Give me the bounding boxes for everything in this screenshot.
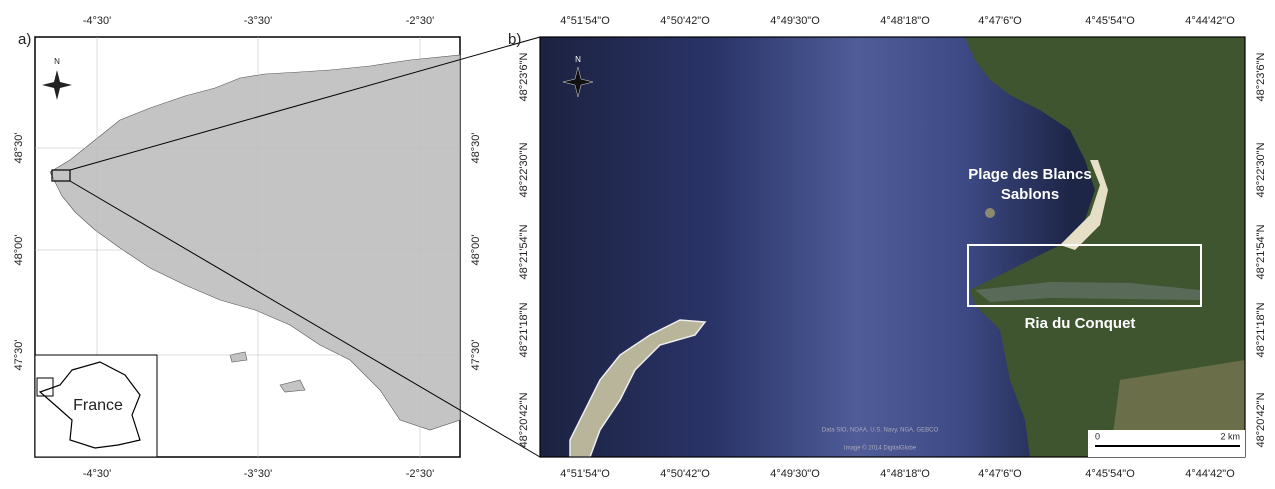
islands: [229, 351, 306, 393]
lon-tick-label: 4°49'30"O: [770, 468, 820, 480]
north-arrow: [562, 66, 594, 98]
lat-tick-label: 48°20'42"N: [1255, 392, 1267, 447]
lon-tick-label: 4°45'54"O: [1085, 15, 1135, 27]
map-frame-b: [539, 36, 1246, 458]
lon-tick-label: 4°45'54"O: [1085, 468, 1135, 480]
extent-box: [51, 169, 71, 182]
beach: [1060, 160, 1108, 250]
lon-tick-label: -2°30': [406, 15, 435, 27]
lon-tick-label: 4°50'42"O: [660, 15, 710, 27]
inset-extent: [36, 377, 54, 397]
lon-tick-label: 4°47'6"O: [978, 468, 1022, 480]
lat-tick-label: 48°23'6"N: [1255, 52, 1267, 101]
lat-tick-label: 48°00': [470, 235, 482, 266]
lat-tick-label: 48°30': [13, 133, 25, 164]
lat-tick-label: 48°00': [13, 235, 25, 266]
north-label: N: [575, 55, 581, 64]
lat-tick-label: 48°21'18"N: [518, 302, 530, 357]
lon-tick-label: 4°49'30"O: [770, 15, 820, 27]
place-label: Sablons: [1001, 186, 1059, 203]
study-area-box: [967, 244, 1202, 307]
brittany-land: [49, 54, 461, 431]
lat-tick-label: 48°20'42"N: [518, 392, 530, 447]
lon-tick-label: 4°51'54"O: [560, 15, 610, 27]
panel-label: a): [18, 31, 31, 48]
place-label: Ria du Conquet: [1025, 315, 1136, 332]
panel-label: b): [508, 31, 521, 48]
lon-tick-label: 4°51'54"O: [560, 468, 610, 480]
lat-tick-label: 47°30': [13, 340, 25, 371]
lon-tick-label: 4°48'18"O: [880, 468, 930, 480]
lon-tick-label: -4°30': [83, 15, 112, 27]
place-label: Plage des Blancs: [968, 166, 1091, 183]
lon-tick-label: -3°30': [244, 468, 273, 480]
connector-line: [69, 36, 541, 171]
lon-tick-label: 4°47'6"O: [978, 15, 1022, 27]
north-label: N: [54, 57, 60, 66]
lat-tick-label: 47°30': [470, 340, 482, 371]
lon-tick-label: -3°30': [244, 15, 273, 27]
lat-tick-label: 48°22'30"N: [518, 142, 530, 197]
lon-tick-label: 4°48'18"O: [880, 15, 930, 27]
scale-label: 2 km: [1220, 431, 1240, 441]
islet: [985, 208, 995, 218]
lon-tick-label: 4°50'42"O: [660, 468, 710, 480]
scale-label: 0: [1095, 431, 1100, 441]
island: [569, 319, 707, 457]
lat-tick-label: 48°21'18"N: [1255, 302, 1267, 357]
credit: Image © 2014 DigitalGlobe: [844, 445, 917, 452]
lon-tick-label: -2°30': [406, 468, 435, 480]
france-outline: [38, 361, 141, 449]
lon-tick-label: 4°44'42"O: [1185, 15, 1235, 27]
lat-tick-label: 48°22'30"N: [1255, 142, 1267, 197]
connector-line: [69, 180, 541, 458]
north-arrow: [42, 70, 72, 100]
lat-tick-label: 48°21'54"N: [518, 224, 530, 279]
scale-box: [1088, 430, 1245, 457]
credit: Data SIO, NOAA, U.S. Navy, NGA, GEBCO: [822, 428, 939, 434]
lat-tick-label: 48°23'6"N: [518, 52, 530, 101]
mainland: [965, 37, 1245, 457]
inset-label: France: [73, 397, 123, 414]
lon-tick-label: 4°44'42"O: [1185, 468, 1235, 480]
ria: [975, 282, 1200, 302]
lat-tick-label: 48°21'54"N: [1255, 224, 1267, 279]
lon-tick-label: -4°30': [83, 468, 112, 480]
lat-tick-label: 48°30': [470, 133, 482, 164]
